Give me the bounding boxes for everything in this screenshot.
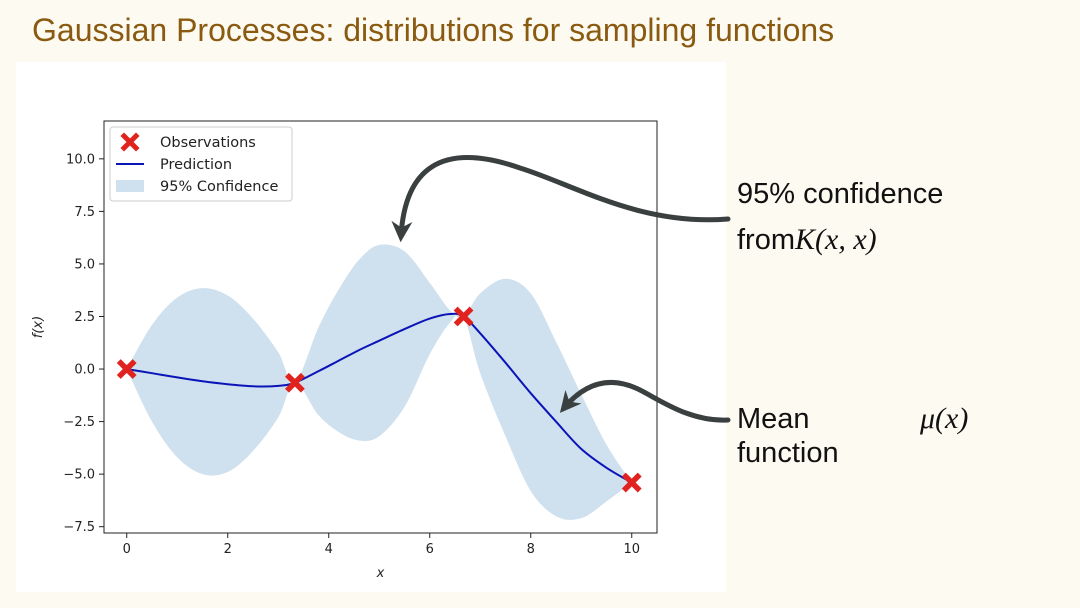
x-tick-label: 8: [527, 542, 535, 557]
legend-observations-marker: [120, 132, 140, 152]
confidence-annotation: 95% confidence fromK(x, x): [737, 177, 943, 257]
x-tick-label: 0: [123, 542, 131, 557]
observation-marker: [621, 472, 642, 493]
confidence-arrow: [391, 155, 731, 243]
legend-box: [109, 126, 293, 202]
y-tick-label: 5.0: [74, 257, 95, 272]
y-tick-label: 10.0: [66, 152, 95, 167]
slide-title: Gaussian Processes: distributions for sa…: [32, 12, 835, 48]
legend-confidence-swatch: [116, 180, 144, 192]
observation-marker: [116, 359, 137, 379]
observation-marker: [285, 372, 305, 393]
x-tick-label: 2: [224, 542, 232, 557]
y-tick-label: −2.5: [63, 415, 95, 430]
confidence-band: [126, 244, 632, 520]
prediction-line: [126, 312, 633, 484]
x-tick-label: 4: [325, 542, 333, 557]
mean-annotation: Mean function: [737, 402, 839, 470]
y-tick-label: 2.5: [74, 310, 95, 325]
y-tick-label: −7.5: [63, 520, 95, 535]
mean-arrow: [559, 380, 731, 423]
mean-formula: μ(x): [920, 402, 969, 435]
observation-marker: [453, 306, 474, 327]
y-tick-label: −5.0: [63, 468, 95, 483]
x-tick-label: 10: [623, 542, 640, 557]
legend-label-observations: Observations: [160, 135, 256, 151]
legend-label-confidence: 95% Confidence: [160, 179, 278, 195]
y-tick-label: 7.5: [74, 205, 95, 220]
plot-frame: [103, 120, 658, 534]
mean-annotation-line1: Mean: [737, 403, 810, 435]
confidence-annotation-line1: 95% confidence: [737, 178, 944, 210]
y-axis-label: f(x): [31, 316, 46, 338]
confidence-annotation-line2: fromK(x, x): [737, 223, 943, 257]
legend-label-prediction: Prediction: [160, 157, 232, 173]
kernel-formula: K(x, x): [795, 223, 877, 256]
confidence-annotation-prefix: from: [737, 224, 795, 256]
y-tick-label: 0.0: [74, 363, 95, 378]
x-axis-label: x: [376, 566, 385, 581]
mean-annotation-line2: function: [737, 437, 839, 469]
x-tick-label: 6: [426, 542, 434, 557]
